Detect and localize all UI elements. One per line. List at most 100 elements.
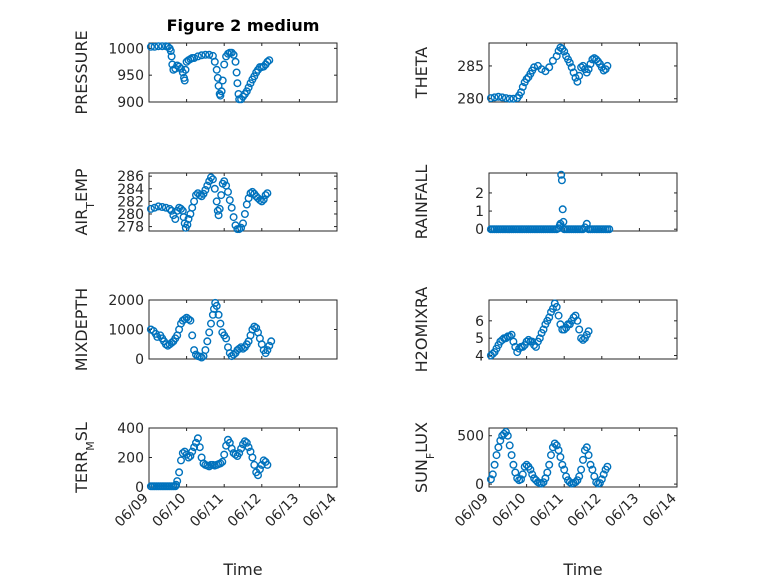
data-point <box>518 342 527 351</box>
data-point <box>522 460 531 469</box>
data-series <box>146 173 272 234</box>
panel-pressure: 900 950 1000 PRESSURE Figure 2 medium <box>72 16 338 115</box>
y-tick-label: 0 <box>135 480 144 496</box>
data-point <box>509 94 518 103</box>
data-point <box>199 189 208 198</box>
data-point <box>242 438 251 447</box>
data-point <box>167 52 176 61</box>
data-point <box>579 455 588 464</box>
data-point <box>215 204 224 213</box>
data-point <box>240 437 249 446</box>
data-point <box>250 322 259 331</box>
data-point <box>548 56 557 65</box>
y-axis-label-main: H2OMIXRA <box>412 287 431 373</box>
panel-mixdepth: 0 1000 2000 MIXDEPTH <box>72 288 338 371</box>
data-point <box>595 479 604 488</box>
data-point <box>557 176 566 185</box>
y-tick-label: 286 <box>117 169 144 185</box>
y-tick-label: 1000 <box>108 41 144 57</box>
data-point <box>188 447 197 456</box>
data-series <box>486 427 612 488</box>
y-axis-label-main: TERR <box>72 451 91 494</box>
data-point <box>577 465 586 474</box>
x-tick-label: 06/09 <box>112 491 152 531</box>
data-point <box>183 220 192 229</box>
x-tick-label: 06/14 <box>300 490 340 530</box>
data-point <box>173 477 182 486</box>
data-series <box>486 299 593 360</box>
y-axis-label: PRESSURE <box>72 30 91 114</box>
data-point <box>486 475 495 484</box>
data-point <box>556 320 565 329</box>
data-point <box>201 185 210 194</box>
data-point <box>166 47 175 56</box>
data-point <box>176 64 185 73</box>
y-tick-label: 285 <box>457 59 484 75</box>
data-point <box>548 304 557 313</box>
data-point <box>571 311 580 320</box>
data-series <box>146 298 276 362</box>
data-point <box>222 334 231 343</box>
y-axis-label: TERRMSL <box>72 422 97 494</box>
data-point <box>217 191 226 200</box>
data-point <box>158 42 167 51</box>
y-axis-label: MIXDEPTH <box>72 288 91 371</box>
data-point <box>220 450 229 459</box>
y-tick-label: 1000 <box>108 323 144 339</box>
y-tick-label: 2 <box>475 186 484 202</box>
data-point <box>603 61 612 70</box>
data-point <box>505 332 514 341</box>
data-point <box>250 72 259 81</box>
data-point <box>186 452 195 461</box>
data-point <box>599 470 608 479</box>
y-tick-label: 0 <box>475 477 484 493</box>
y-axis-label-main: THETA <box>412 47 431 99</box>
data-point <box>263 346 272 355</box>
data-point <box>213 206 222 215</box>
y-tick-label: 900 <box>117 95 144 111</box>
data-point <box>171 214 180 223</box>
data-point <box>565 478 574 487</box>
data-point <box>244 83 253 92</box>
data-point <box>565 58 574 67</box>
y-axis-label-main: RAINFALL <box>412 165 431 240</box>
data-point <box>552 302 561 311</box>
data-point <box>184 315 193 324</box>
data-point <box>557 170 566 179</box>
data-point <box>603 462 612 471</box>
data-point <box>522 337 531 346</box>
data-point <box>227 203 236 212</box>
data-point <box>559 217 568 226</box>
data-point <box>498 335 507 344</box>
x-tick-label: 06/10 <box>150 491 190 531</box>
data-point <box>579 335 588 344</box>
data-point <box>172 480 181 489</box>
data-series <box>486 43 612 103</box>
plot-title: Figure 2 medium <box>167 16 320 35</box>
data-point <box>220 177 229 186</box>
data-point <box>488 349 497 358</box>
data-point <box>545 460 554 469</box>
data-point <box>217 87 226 96</box>
data-point <box>507 451 516 460</box>
y-tick-label: 282 <box>117 194 144 210</box>
data-series <box>146 42 274 104</box>
data-point <box>267 337 276 346</box>
y-tick-label: 950 <box>117 68 144 84</box>
x-axis-label: Time <box>562 560 602 579</box>
data-point <box>203 181 212 190</box>
y-tick-label: 500 <box>457 429 484 445</box>
y-axis-label: SUNFLUX <box>412 422 437 493</box>
data-point <box>165 204 174 213</box>
y-tick-label: 200 <box>117 451 144 467</box>
data-point <box>584 65 593 74</box>
data-point <box>242 87 251 96</box>
data-point <box>227 48 236 57</box>
data-point <box>205 50 214 59</box>
data-point <box>223 187 232 196</box>
data-point <box>524 335 533 344</box>
data-point <box>218 457 227 466</box>
data-point <box>584 327 593 336</box>
data-point <box>146 204 155 213</box>
